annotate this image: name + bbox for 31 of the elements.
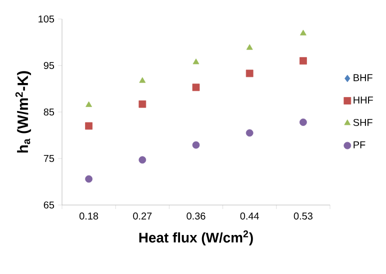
x-tick-label: 0.27 <box>133 212 152 220</box>
legend-label: HHF <box>354 96 373 104</box>
point <box>300 30 306 36</box>
y-tick-label: 75 <box>44 155 54 162</box>
point <box>300 118 307 126</box>
point <box>85 175 92 183</box>
point <box>139 77 146 83</box>
y-tick-label: 65 <box>44 201 54 209</box>
x-tick-label: 0.44 <box>240 212 260 220</box>
y-tick-label: 105 <box>38 15 54 23</box>
y-axis-title: h$_{a}$ (W/m$^{2}$-K) <box>15 71 32 153</box>
y-tick-label: 95 <box>44 62 54 70</box>
point <box>246 44 253 50</box>
y-tick-label: 85 <box>44 108 54 116</box>
point <box>192 141 200 149</box>
x-tick-label: 0.18 <box>79 212 98 220</box>
point <box>192 84 200 92</box>
x-axis-title: Heat flux (W/cm$^{2}$) <box>139 230 253 246</box>
point <box>85 122 92 130</box>
point <box>138 100 146 108</box>
point <box>246 70 254 78</box>
x-tick-label: 0.36 <box>186 212 206 220</box>
legend-label: PF <box>354 141 366 148</box>
point <box>300 57 307 65</box>
legend-label: BHF <box>354 74 372 82</box>
point <box>246 129 254 137</box>
legend-label: SHF <box>353 118 372 126</box>
point <box>192 58 200 64</box>
x-tick-label: 0.53 <box>294 212 312 220</box>
point <box>138 156 146 164</box>
point <box>86 101 92 107</box>
